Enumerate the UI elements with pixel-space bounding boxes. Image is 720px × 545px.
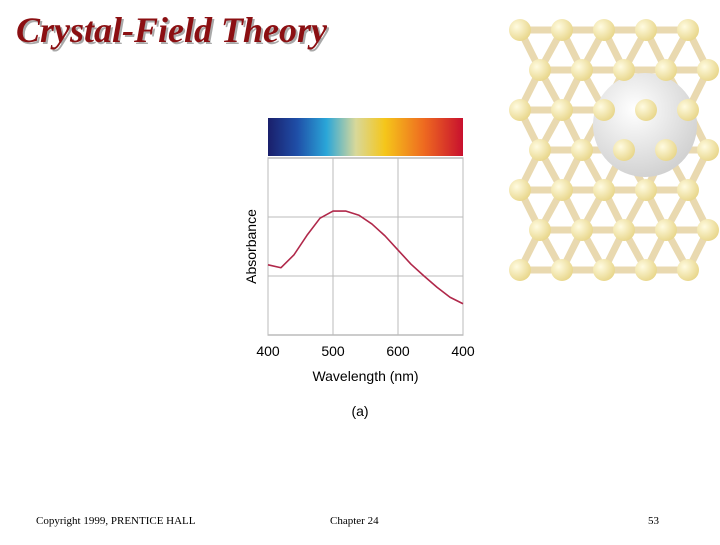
atom [593,179,615,201]
atom [571,59,593,81]
atom [635,19,657,41]
footer-page: 53 [648,515,660,527]
atom [509,99,531,121]
atom [655,59,677,81]
atom [551,99,573,121]
atom [529,139,551,161]
spectrum-bar [268,118,463,156]
atom [677,99,699,121]
x-axis-label: Wavelength (nm) [312,368,418,384]
footer-chapter: Chapter 24 [330,515,379,527]
footer-copyright: Copyright 1999, PRENTICE HALL [36,515,196,527]
atom [677,259,699,281]
atom [509,179,531,201]
plot-area [267,157,464,336]
caption: (a) [351,403,368,419]
atom [571,139,593,161]
atom [655,219,677,241]
slide-title: Crystal-Field Theory [16,10,328,50]
atom [529,59,551,81]
atom [635,179,657,201]
title-shadow: Crystal-Field Theory [18,12,330,52]
atom [593,19,615,41]
atom [677,19,699,41]
x-tick-label: 600 [386,343,410,359]
atom [571,219,593,241]
buckyball-illustration [509,19,719,281]
x-tick-label: 400 [256,343,280,359]
atom [697,219,719,241]
atom [551,19,573,41]
atom [613,139,635,161]
core-sphere [593,73,697,177]
atom [593,99,615,121]
atom [529,219,551,241]
atom [551,179,573,201]
atom [593,259,615,281]
atom [635,259,657,281]
x-tick-label: 500 [321,343,345,359]
chart: 400 500 600 400 Wavelength (nm) Absorbance (a) [243,157,475,419]
atom [655,139,677,161]
atom [677,179,699,201]
absorbance-line [267,210,464,305]
atom [509,19,531,41]
atom [613,59,635,81]
atom [697,139,719,161]
atom [635,99,657,121]
y-axis-label: Absorbance [243,209,259,284]
atom [509,259,531,281]
x-tick-label: 400 [451,343,475,359]
atom [551,259,573,281]
atom [613,219,635,241]
atom [697,59,719,81]
